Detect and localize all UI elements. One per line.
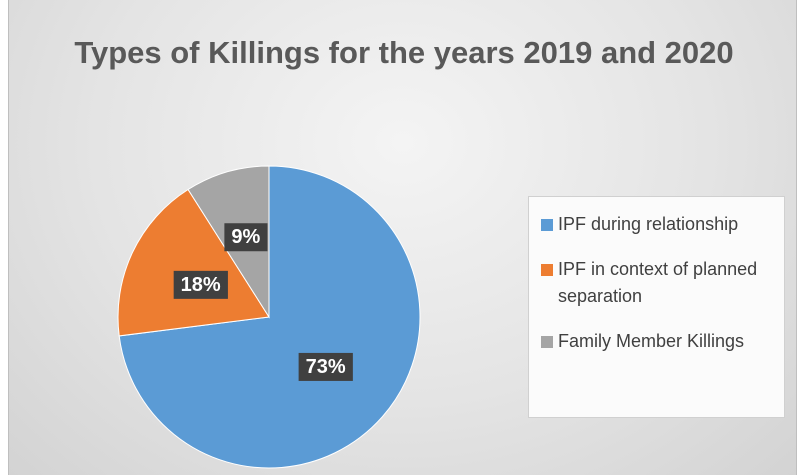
data-label-box <box>224 223 268 252</box>
pie-slice <box>117 188 270 337</box>
legend-label: IPF in context of planned separation <box>558 259 758 306</box>
chart-title: Types of Killings for the years 2019 and… <box>74 35 734 70</box>
legend-label: IPF during relationship <box>558 214 739 234</box>
legend-swatch <box>541 219 553 231</box>
legend-swatch <box>541 264 553 276</box>
legend-item: IPF in context of planned separation <box>541 256 774 310</box>
data-label: 9% <box>231 226 260 248</box>
pie: 73% 18% 9% <box>117 165 421 469</box>
data-label-box <box>173 270 228 299</box>
legend-item: Family Member Killings <box>541 328 774 355</box>
legend-label: Family Member Killings <box>558 331 745 351</box>
legend-swatch <box>541 336 553 348</box>
data-label: 73% <box>306 356 346 378</box>
legend: IPF during relationship IPF in context of… <box>528 196 785 418</box>
data-label: 18% <box>181 274 221 296</box>
legend-item: IPF during relationship <box>541 211 774 238</box>
data-label-box <box>298 352 353 381</box>
chart: Types of Killings for the years 2019 and… <box>8 0 797 475</box>
pie-slice <box>118 165 421 469</box>
